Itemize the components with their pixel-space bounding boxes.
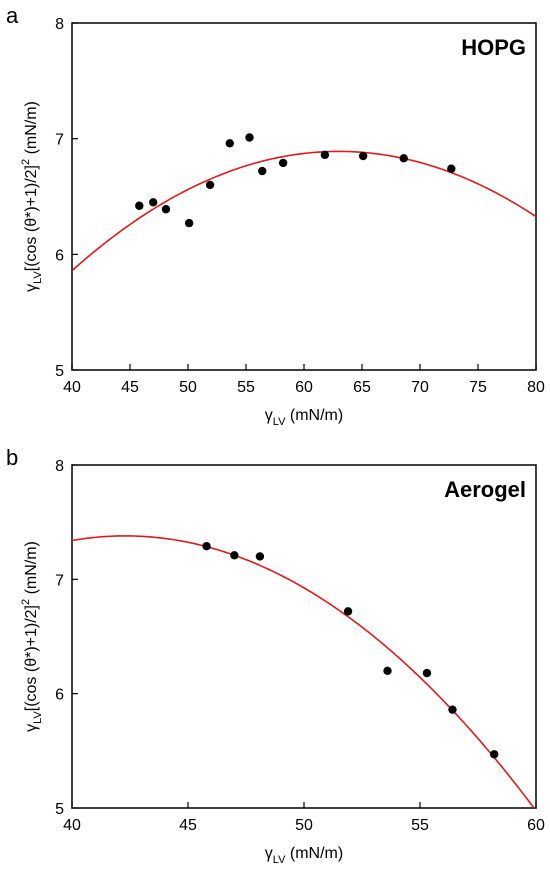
y-axis-label-b: γLV[(cos (θ*)+1)/2]2 (mN/m) [20,541,44,732]
y-tick-label-b: 6 [55,687,64,704]
data-point-a-7 [258,166,267,176]
data-point-b-7 [490,750,499,759]
data-point-b-4 [383,666,392,675]
y-axis-label-a: γLV[(cos (θ*)+1)/2]2 (mN/m) [20,101,44,292]
x-tick-label-a: 60 [295,379,313,396]
data-point-b-0 [202,541,211,551]
plot-frame-a [71,22,537,371]
data-point-b-2 [255,552,265,561]
x-tick-label-b: 55 [411,817,429,834]
y-tick-label-b: 5 [55,801,64,818]
x-tick-label-b: 40 [63,817,81,834]
x-tick-label-b: 60 [527,817,545,834]
y-tick-label-b: 8 [55,458,64,475]
data-point-b-6 [448,705,457,714]
panel-b: 40 45 50 55 60 5 6 7 8 b Aerogel γLV (mN/m) γLV[(cos… [6,445,545,866]
data-point-b-1 [230,551,239,560]
data-point-a-5 [225,139,234,148]
material-label-b: Aerogel [444,477,526,502]
data-point-b-3 [343,607,353,616]
data-point-a-6 [245,133,254,142]
x-tick-label-a: 70 [411,379,429,396]
x-tick-label-a: 80 [527,379,545,396]
data-point-a-11 [399,154,408,163]
data-point-a-12 [447,164,456,173]
plot-frame-b [71,464,537,809]
data-point-a-4 [205,180,215,190]
data-point-a-9 [320,150,330,160]
x-axis-label-b: γLV (mN/m) [265,845,343,866]
y-tick-label-a: 8 [55,16,64,33]
x-tick-label-a: 40 [63,379,81,396]
y-tick-label-a: 7 [55,132,64,149]
data-point-a-0 [135,201,144,210]
x-tick-label-a: 55 [237,379,255,396]
x-tick-label-a: 45 [121,379,139,396]
y-tick-label-a: 5 [55,363,64,380]
x-tick-label-b: 45 [179,817,197,834]
panel-letter-a: a [6,3,19,28]
x-tick-label-a: 75 [469,379,487,396]
panel-a: 40 45 50 55 60 65 70 75 80 5 6 7 8 a HOPG γLV (mN/m) γLV… [6,3,545,428]
x-tick-label-b: 50 [295,817,313,834]
y-tick-label-b: 7 [55,572,64,589]
data-point-a-3 [184,218,194,228]
data-point-a-10 [358,151,368,161]
data-point-a-1 [149,198,158,207]
data-point-b-5 [422,668,432,678]
panel-letter-b: b [6,445,18,470]
x-tick-label-a: 50 [179,379,197,396]
fit-curve-a [72,150,536,272]
fit-curve-b [72,535,536,808]
data-point-a-2 [161,205,171,214]
x-tick-label-a: 65 [353,379,371,396]
data-point-a-8 [278,158,288,168]
x-axis-label-a: γLV (mN/m) [265,407,343,428]
material-label-a: HOPG [461,35,526,60]
y-tick-label-a: 6 [55,247,64,264]
